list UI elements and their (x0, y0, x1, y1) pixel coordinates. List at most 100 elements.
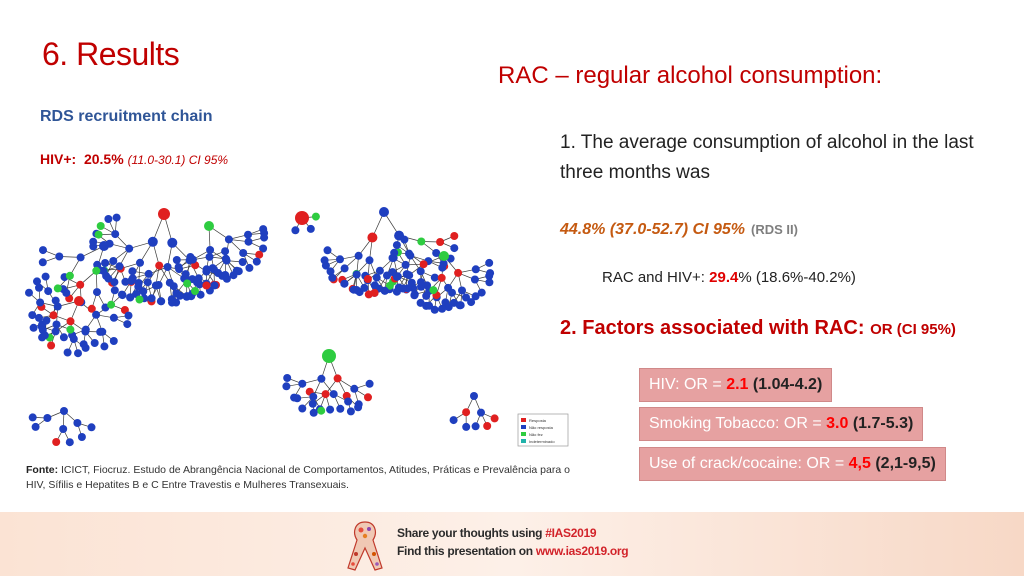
network-node (183, 292, 191, 301)
legend-entry: Indeterminado (529, 439, 555, 444)
network-node (436, 238, 445, 246)
network-node (59, 425, 68, 433)
network-node (317, 406, 326, 415)
network-node (405, 271, 414, 280)
network-node (52, 438, 61, 446)
factor-box-hiv: HIV: OR = 2.1 (1.04-4.2) (639, 368, 833, 402)
network-node (35, 313, 43, 322)
network-node (317, 374, 326, 383)
network-node (41, 272, 50, 281)
network-node (470, 275, 479, 284)
network-node (329, 390, 338, 399)
network-node (96, 222, 105, 230)
factor-ci: (1.04-4.2) (748, 376, 823, 393)
network-node (323, 246, 332, 255)
network-node (425, 301, 434, 310)
network-node (28, 311, 37, 320)
network-node (471, 422, 480, 431)
website-link[interactable]: www.ias2019.org (535, 544, 629, 558)
network-node (33, 277, 41, 286)
network-node (333, 374, 342, 383)
network-node (102, 271, 111, 280)
network-node (321, 390, 330, 399)
network-node (311, 212, 320, 221)
network-node (462, 422, 471, 431)
network-node (147, 236, 158, 247)
network-node (390, 248, 399, 257)
network-node (224, 235, 233, 244)
network-node (364, 290, 373, 299)
avg-consumption-text: 1. The average consumption of alcohol in… (560, 132, 974, 183)
factor-label: Smoking Tobacco: OR = (649, 415, 827, 432)
network-node (222, 274, 231, 283)
network-node (89, 237, 98, 246)
network-node (430, 305, 439, 314)
network-node (96, 327, 105, 336)
network-node (306, 224, 315, 233)
network-node (107, 300, 116, 309)
network-node (328, 273, 337, 282)
network-node (205, 252, 214, 261)
legend-entry: Não resposta (529, 425, 554, 430)
hashtag-link[interactable]: #IAS2019 (545, 526, 597, 540)
rds-chain-label: RDS recruitment chain (40, 108, 213, 125)
share-text: Share your thoughts using #IAS2019 Find … (397, 524, 629, 560)
network-node (188, 255, 197, 264)
network-node (92, 310, 101, 319)
network-node (143, 278, 152, 287)
network-node (485, 271, 494, 280)
network-node (388, 268, 397, 277)
network-node (405, 249, 413, 258)
network-node (477, 408, 485, 417)
network-node (370, 281, 379, 290)
source-text: ICICT, Fiocruz. Estudo de Abrangência Na… (26, 464, 570, 491)
network-node (437, 273, 446, 282)
factor-label: Use of crack/cocaine: OR = (649, 455, 849, 472)
network-node (485, 258, 494, 267)
network-node (151, 281, 160, 290)
network-node (35, 283, 43, 292)
network-node (111, 230, 120, 239)
network-node (295, 211, 309, 225)
network-node (167, 237, 178, 248)
network-node (430, 273, 439, 282)
legend-entry: Resposta (529, 418, 547, 423)
network-node (128, 267, 137, 276)
network-node (25, 288, 33, 297)
rac-hiv-line: RAC and HIV+: 29.4% (18.6%-40.2%) (602, 269, 856, 286)
network-node (416, 267, 425, 276)
network-node (260, 233, 269, 242)
network-node (282, 382, 291, 391)
network-node (417, 237, 426, 246)
network-node (379, 207, 389, 217)
share-line-2: Find this presentation on www.ias2019.or… (397, 542, 629, 560)
network-node (450, 244, 459, 253)
network-node (202, 265, 211, 274)
network-node (112, 213, 121, 222)
rds-network-graph: Resposta Não resposta Não fez Indetermin… (25, 207, 569, 447)
network-node (65, 271, 74, 280)
rac-hiv-ci: % (18.6%-40.2%) (738, 269, 856, 286)
hiv-prevalence: HIV+: 20.5% (11.0-30.1) CI 95% (40, 151, 228, 167)
network-node (49, 311, 58, 320)
network-node (42, 316, 51, 325)
network-node (36, 298, 45, 307)
network-node (123, 320, 132, 329)
network-node (229, 271, 238, 280)
factor-value: 4,5 (848, 455, 871, 472)
network-node (360, 283, 369, 292)
network-node (432, 249, 441, 257)
network-node (352, 270, 361, 279)
network-node (62, 288, 71, 297)
avg-value: 44.8% (37.0-52.7) CI 95% (560, 221, 745, 238)
hiv-ci: (11.0-30.1) CI 95% (127, 153, 229, 167)
network-node (340, 264, 349, 273)
network-node (363, 275, 372, 283)
network-node (239, 249, 248, 257)
network-node (74, 349, 82, 358)
network-node (326, 405, 335, 414)
factor-ci: (2,1-9,5) (870, 455, 936, 472)
network-node (221, 247, 230, 256)
network-node (101, 259, 110, 267)
footer-banner (0, 512, 1024, 576)
